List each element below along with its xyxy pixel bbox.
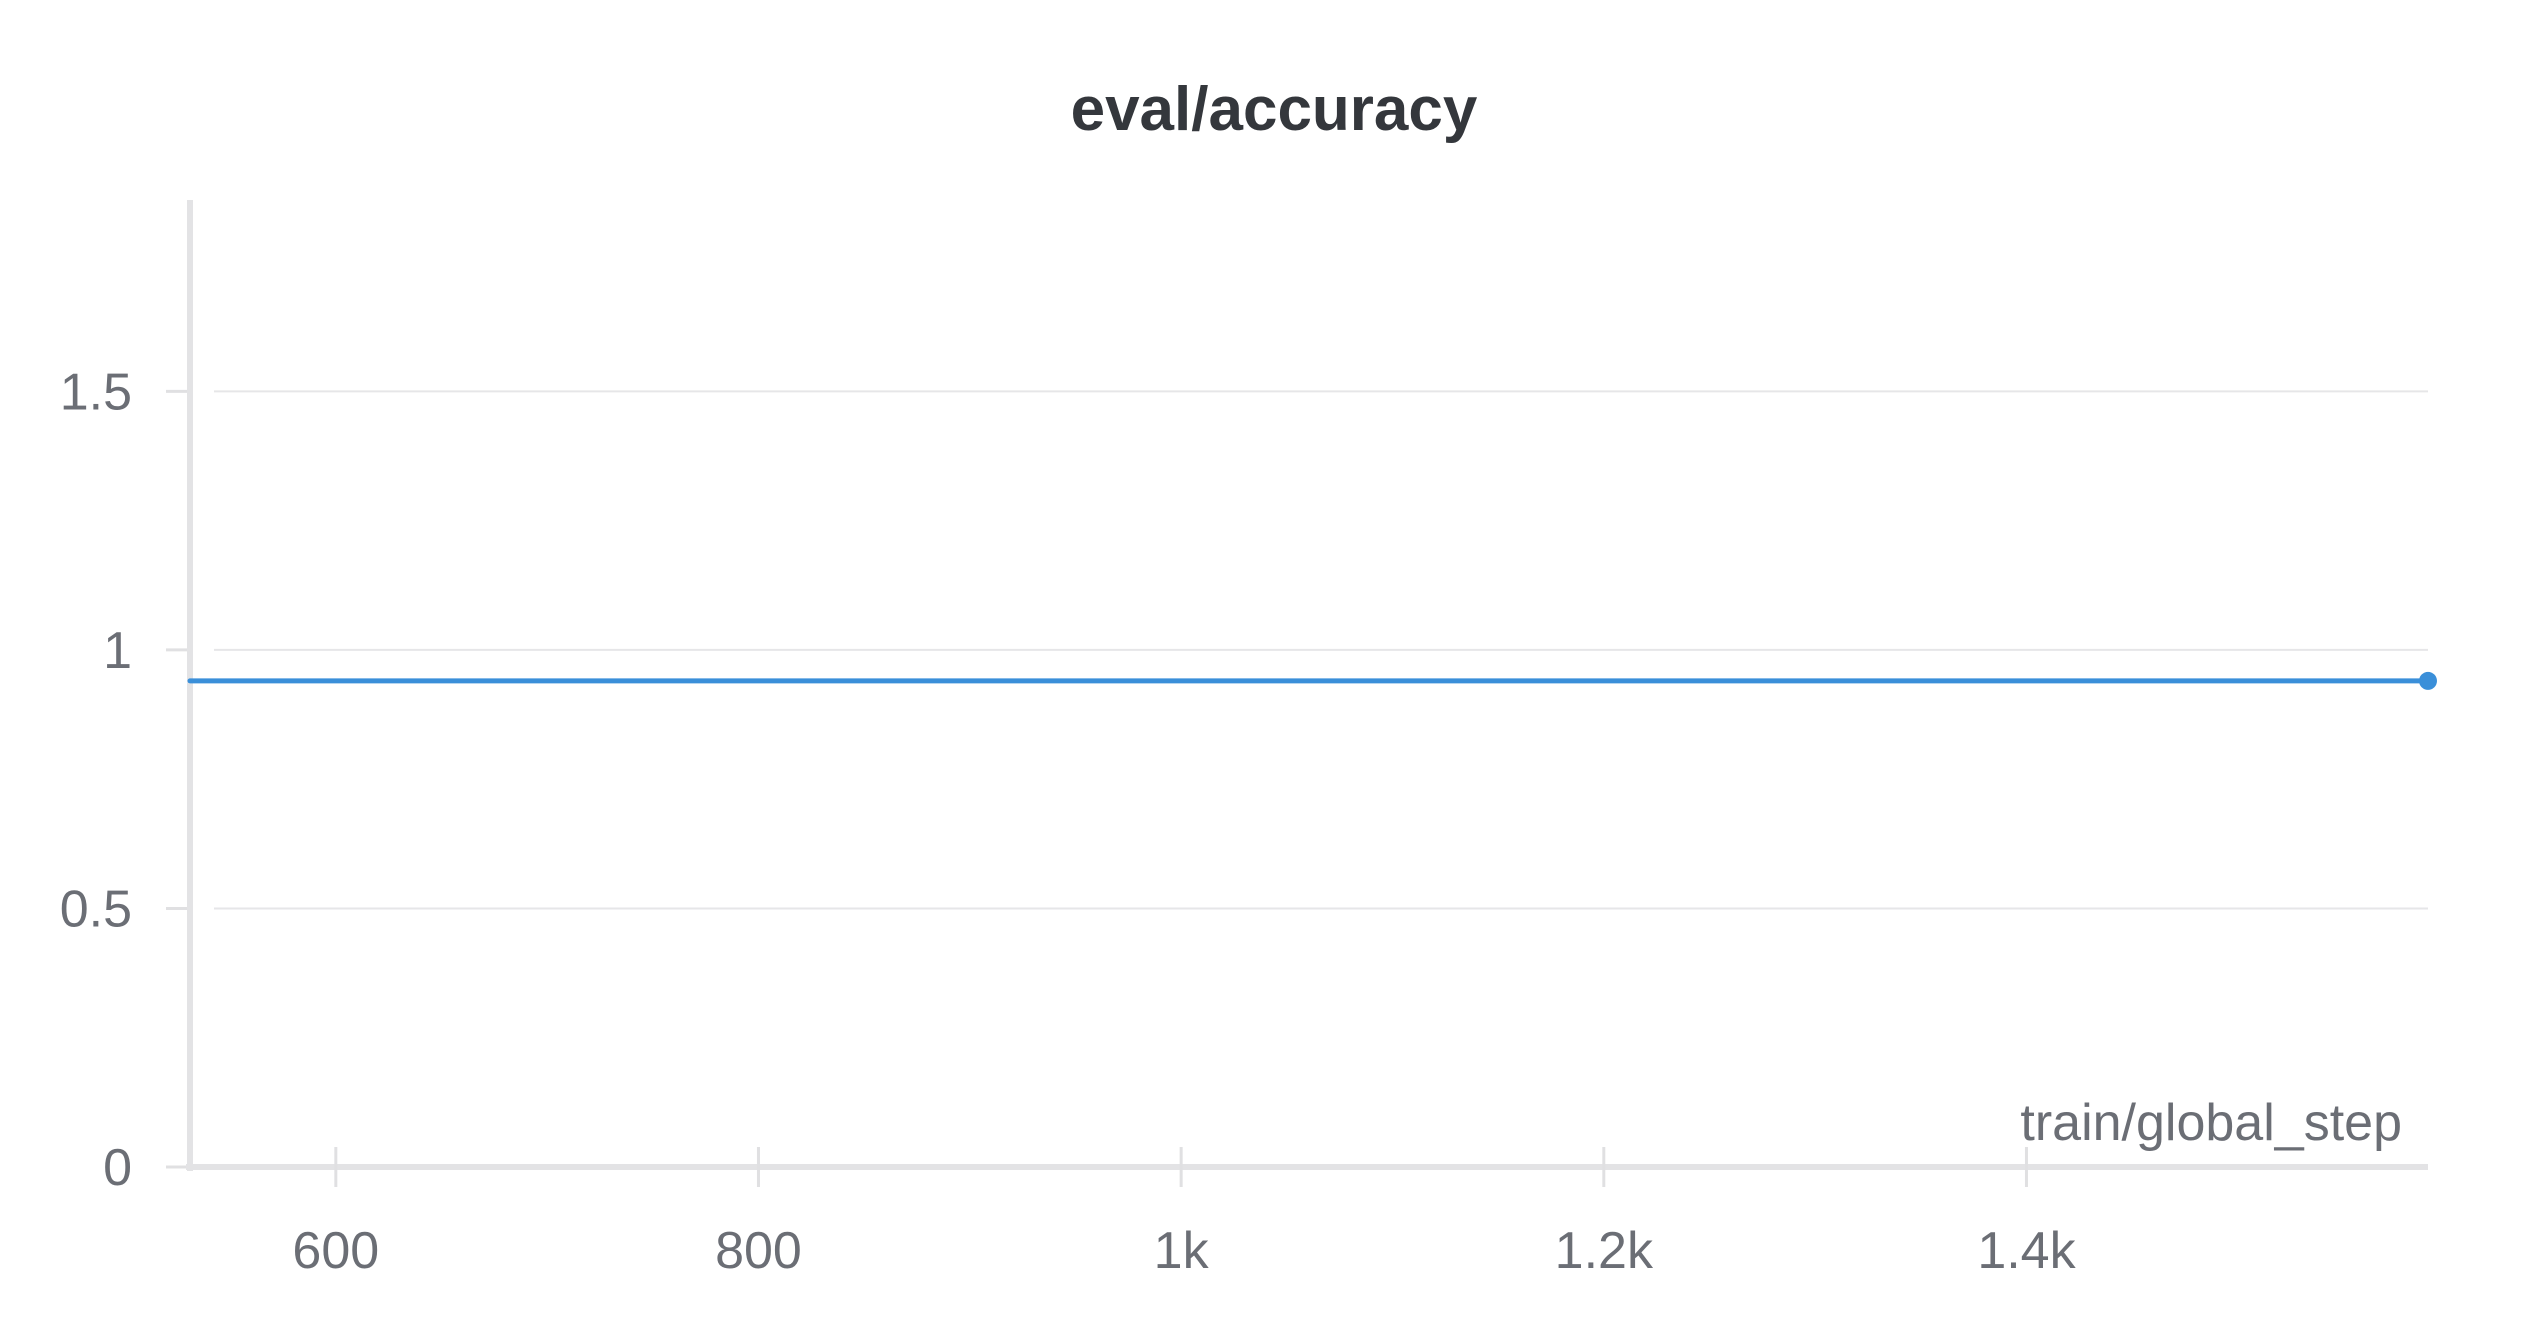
series-end-point[interactable] [2419,671,2437,690]
axis-layer: 0 0.5 1 1.5 600 800 1k 1.2k 1.4k [60,200,2428,1280]
y-tick-label: 0.5 [60,880,132,938]
x-tick-label: 1.2k [1555,1222,1654,1280]
x-tick-label: 1.4k [1977,1222,2076,1280]
x-tick-label: 800 [715,1222,802,1280]
grid-layer [214,390,2428,910]
y-tick-label: 1.5 [60,363,132,421]
chart-title: eval/accuracy [1071,75,1478,144]
x-tick-label: 1k [1154,1222,1210,1280]
x-tick-label: 600 [292,1222,379,1280]
x-axis-title: train/global_step [2020,1094,2402,1152]
y-tick-label: 1 [103,622,132,680]
series-layer[interactable] [187,671,2437,690]
y-tick-label: 0 [103,1139,132,1197]
